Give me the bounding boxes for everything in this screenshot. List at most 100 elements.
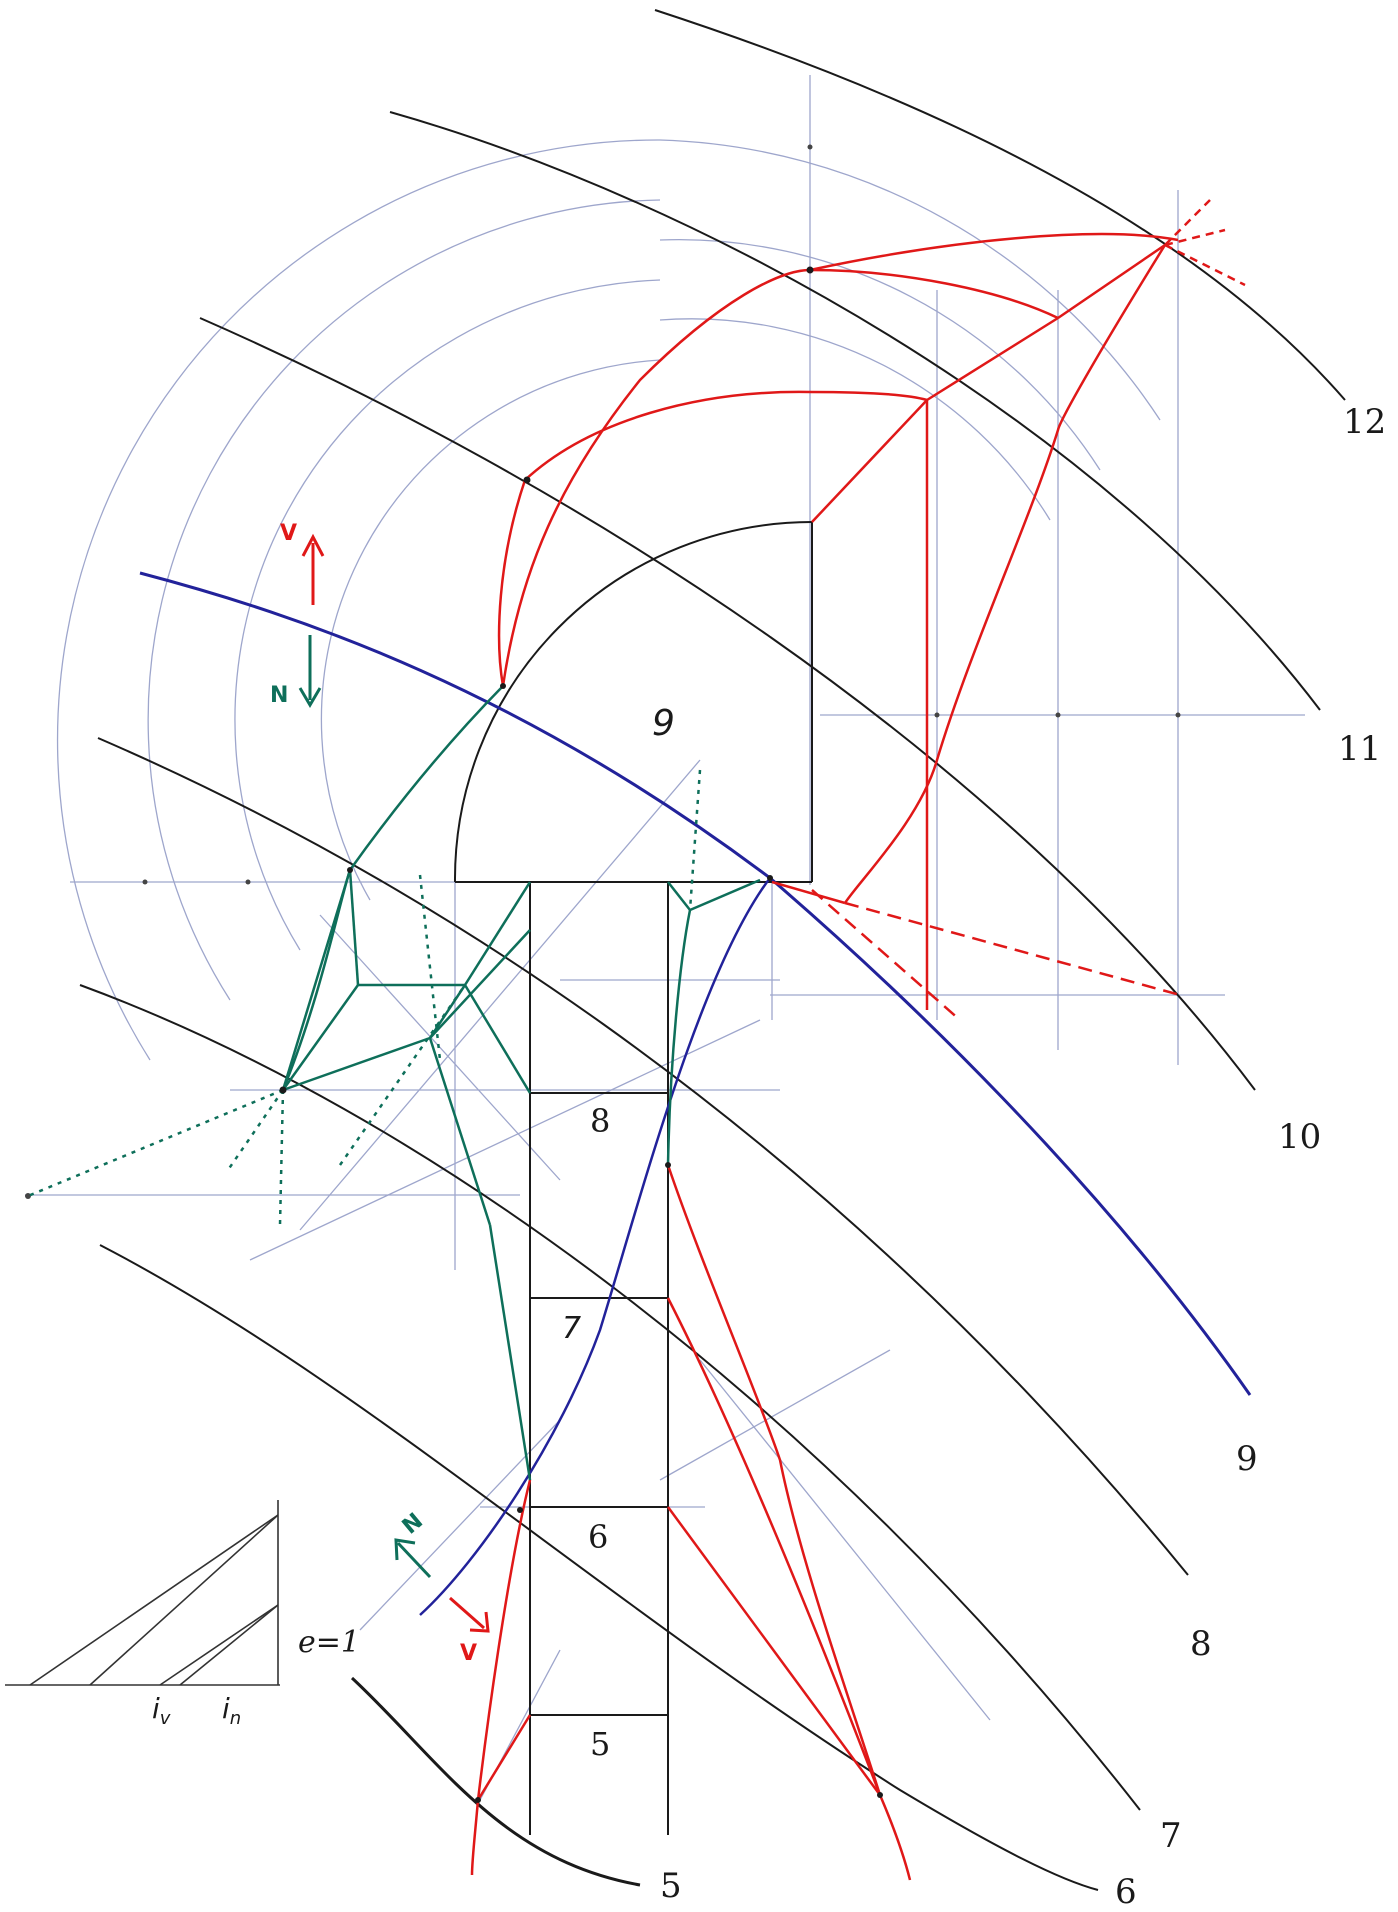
- scale-legend: e=1 iv in: [5, 1500, 360, 1729]
- construction-diag-1: [319, 914, 561, 1181]
- arrow-red-top-head: [301, 533, 325, 557]
- red-dashed-top-2: [1164, 228, 1226, 247]
- green-line-15: [667, 881, 691, 911]
- tick-4: [934, 712, 940, 718]
- contour-label-7: 7: [1160, 1816, 1182, 1856]
- green-line-10: [488, 1224, 532, 1481]
- construction-diag-6: [699, 1359, 991, 1721]
- node-5: [347, 867, 353, 873]
- contour-11: [389, 111, 1321, 711]
- contour-7: [79, 984, 1141, 1811]
- arrow-red-bottom-label: V: [460, 1641, 477, 1666]
- scale-ray-2: [89, 1514, 279, 1686]
- node-2: [523, 476, 531, 484]
- panel-label-top: 9: [652, 703, 675, 744]
- node-3: [500, 683, 506, 689]
- contour-10: [199, 317, 1256, 1091]
- panel-label-upper: 8: [590, 1102, 610, 1140]
- scale-ray-3: [159, 1604, 279, 1686]
- green-dotted-4: [418, 874, 442, 1061]
- arrow-red-top-label: V: [280, 521, 297, 546]
- scale-iv-main: i: [152, 1692, 160, 1725]
- contour-label-12: 12: [1343, 402, 1386, 442]
- node-10: [877, 1792, 883, 1798]
- green-dotted-5: [338, 984, 467, 1166]
- contour-label-10: 10: [1278, 1117, 1321, 1157]
- green-line-13: [689, 878, 761, 912]
- contour-8: [97, 737, 1189, 1576]
- red-lower-left: [470, 1479, 532, 1876]
- red-dashed-top-3: [1164, 243, 1246, 287]
- arrow-red-top: V: [280, 521, 325, 605]
- green-line-2: [348, 869, 360, 986]
- contour-label-9: 9: [1236, 1439, 1258, 1479]
- green-dotted-2: [226, 1089, 285, 1171]
- green-line-12: [281, 869, 352, 1091]
- green-dotted-3: [278, 1089, 285, 1226]
- red-construction: [470, 199, 1246, 1881]
- tick-5: [1055, 712, 1061, 718]
- node-8: [517, 1507, 523, 1513]
- blue-curve-lower: [419, 877, 771, 1616]
- tick-6: [1175, 712, 1181, 718]
- scale-ray-1: [29, 1514, 279, 1686]
- construction-arc-6: [659, 238, 1101, 471]
- arrow-green-top: N: [270, 635, 322, 708]
- tick-2: [245, 879, 251, 885]
- green-line-11: [429, 929, 531, 1039]
- contour-label-6: 6: [1115, 1872, 1137, 1912]
- contour-label-5: 5: [660, 1866, 682, 1906]
- node-6: [279, 1086, 287, 1094]
- tick-3: [807, 144, 813, 150]
- red-low-line: [771, 880, 846, 905]
- red-lower-right-1: [666, 1297, 912, 1881]
- red-inner-arc: [524, 390, 928, 481]
- construction-arc-2: [147, 199, 661, 1001]
- green-line-9: [428, 1037, 492, 1226]
- green-line-7: [428, 984, 467, 1039]
- red-lower-right-2: [666, 1164, 882, 1796]
- scale-e-label: e=1: [298, 1625, 360, 1660]
- construction-diag-5: [659, 1349, 891, 1481]
- red-dashed-2: [811, 889, 961, 1021]
- arrow-green-bottom-head: [394, 1538, 416, 1561]
- construction-arc-4: [320, 359, 661, 901]
- construction-lines: [25, 75, 1305, 1801]
- arrow-green-bottom: N: [394, 1509, 432, 1579]
- green-line-6: [463, 881, 532, 986]
- red-dashed-1: [844, 901, 1181, 997]
- quarter-circle-arc: [453, 521, 813, 883]
- green-line-14: [666, 909, 692, 1166]
- contour-label-11: 11: [1338, 729, 1381, 769]
- red-spine: [843, 244, 1167, 904]
- scale-in-sub: n: [230, 1708, 241, 1729]
- contour-6: [99, 1244, 1099, 1891]
- construction-arc-3: [234, 279, 661, 951]
- panel-labels: 9 8 7 6 5: [562, 703, 675, 1763]
- red-rib-3: [1057, 243, 1166, 320]
- red-rib-2: [926, 316, 1059, 402]
- panel-label-lower: 6: [588, 1518, 608, 1556]
- arrow-green-bottom-label: N: [398, 1509, 428, 1540]
- construction-arc-5: [659, 139, 1161, 421]
- red-left-descender: [497, 479, 527, 687]
- red-rib-1: [811, 399, 928, 523]
- scale-iv-sub: v: [160, 1708, 171, 1729]
- red-arc-top-rib: [809, 268, 1059, 320]
- node-7: [665, 1162, 671, 1168]
- panel-label-bottom: 5: [590, 1725, 610, 1763]
- green-line-4: [281, 984, 360, 1091]
- blue-lines: [139, 571, 1252, 1616]
- arrow-red-bottom: V: [449, 1596, 490, 1666]
- green-dotted-1: [27, 1088, 284, 1198]
- construction-diag-3: [299, 759, 701, 1231]
- scale-ray-4: [179, 1604, 279, 1686]
- contour-label-8: 8: [1190, 1624, 1212, 1664]
- tick-1: [142, 879, 148, 885]
- tick-7: [25, 1193, 31, 1199]
- construction-diag-2: [249, 1019, 761, 1261]
- contour-lines: [79, 9, 1346, 1891]
- scale-in-label: in: [222, 1692, 241, 1729]
- scale-iv-label: iv: [152, 1692, 171, 1729]
